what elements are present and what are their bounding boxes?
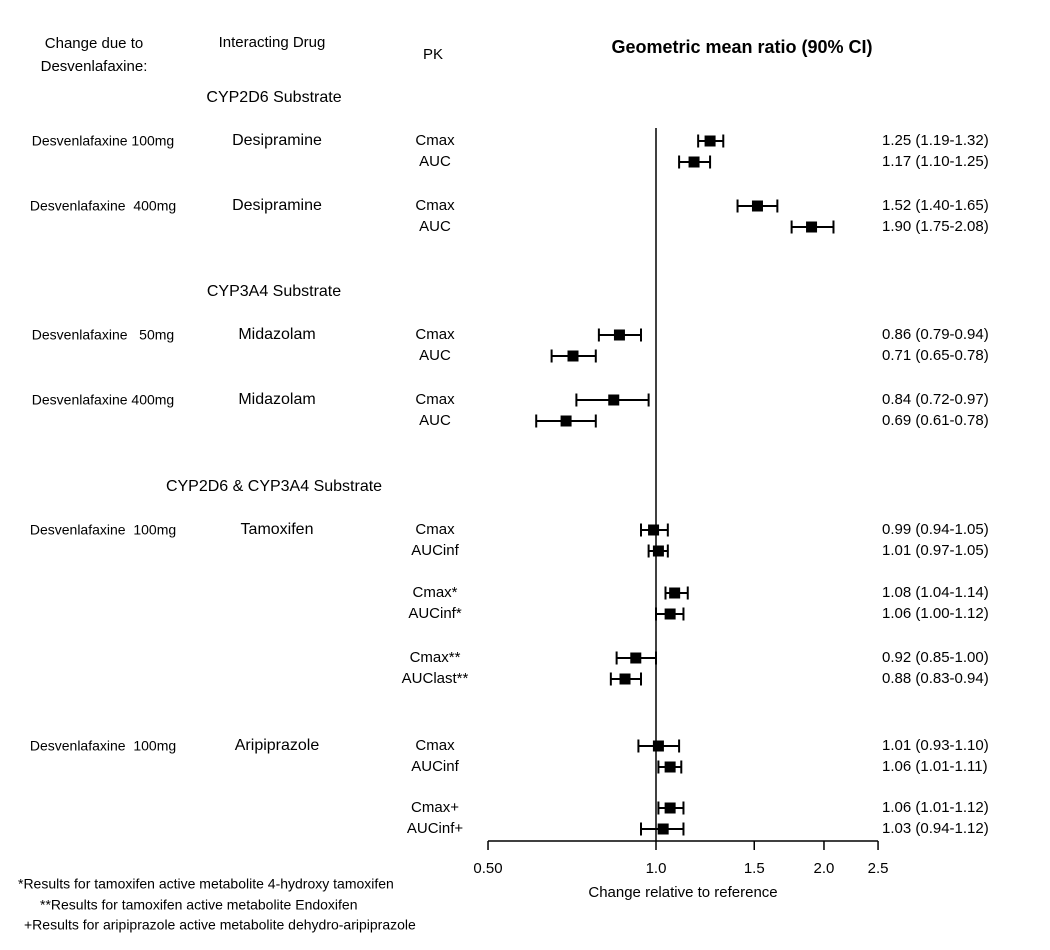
point-estimate-marker [567, 350, 579, 362]
ratio-ci-value: 1.25 (1.19-1.32) [882, 131, 989, 149]
ratio-ci-value: 1.01 (0.97-1.05) [882, 541, 989, 559]
pk-parameter-label: Cmax [415, 390, 455, 408]
point-estimate-marker [648, 524, 660, 536]
x-axis-tick-label: 0.50 [473, 859, 503, 877]
pk-parameter-label: Cmax [415, 736, 455, 754]
pk-parameter-label: AUCinf* [408, 604, 462, 622]
section-heading: CYP2D6 Substrate [206, 89, 342, 107]
interacting-drug-label: Midazolam [238, 391, 316, 409]
pk-parameter-label: AUCinf [411, 757, 459, 775]
x-axis-tick-label: 2.5 [867, 859, 889, 877]
pk-parameter-label: AUC [419, 346, 451, 364]
point-estimate-marker [630, 652, 642, 664]
pk-parameter-label: AUCinf [411, 541, 459, 559]
ratio-ci-value: 0.84 (0.72-0.97) [882, 390, 989, 408]
ratio-ci-value: 1.03 (0.94-1.12) [882, 819, 989, 837]
ratio-ci-value: 0.86 (0.79-0.94) [882, 325, 989, 343]
point-estimate-marker [664, 608, 676, 620]
pk-parameter-label: Cmax* [412, 583, 458, 601]
ratio-ci-value: 1.90 (1.75-2.08) [882, 217, 989, 235]
ratio-ci-value: 0.69 (0.61-0.78) [882, 411, 989, 429]
dose-label: Desvenlafaxine 100mg [31, 132, 175, 149]
interacting-drug-label: Desipramine [232, 197, 322, 215]
ratio-ci-value: 0.88 (0.83-0.94) [882, 669, 989, 687]
pk-parameter-label: Cmax [415, 325, 455, 343]
x-axis-tick-label: 2.0 [813, 859, 835, 877]
point-estimate-marker [664, 802, 676, 814]
section-heading: CYP2D6 & CYP3A4 Substrate [165, 478, 383, 496]
x-axis-tick-label: 1.5 [743, 859, 765, 877]
point-estimate-marker [652, 545, 664, 557]
footnote-3: +Results for aripiprazole active metabol… [24, 916, 416, 933]
point-estimate-marker [704, 135, 716, 147]
point-estimate-marker [806, 221, 818, 233]
pk-parameter-label: AUCinf+ [406, 819, 464, 837]
point-estimate-marker [669, 587, 681, 599]
point-estimate-marker [751, 200, 763, 212]
x-axis-tick-label: 1.0 [645, 859, 667, 877]
interacting-drug-label: Desipramine [232, 132, 322, 150]
ratio-ci-value: 1.06 (1.00-1.12) [882, 604, 989, 622]
interacting-drug-label: Tamoxifen [240, 521, 314, 539]
column-header-interacting-drug: Interacting Drug [218, 33, 326, 51]
footnote-2: **Results for tamoxifen active metabolit… [40, 896, 358, 913]
pk-parameter-label: Cmax [415, 196, 455, 214]
interacting-drug-label: Midazolam [238, 326, 316, 344]
pk-parameter-label: Cmax+ [411, 798, 459, 816]
column-header-change-line2: Desvenlafaxine: [40, 57, 148, 75]
point-estimate-marker [657, 823, 669, 835]
pk-parameter-label: Cmax** [409, 648, 461, 666]
point-estimate-marker [613, 329, 625, 341]
column-header-pk: PK [422, 45, 444, 63]
dose-label: Desvenlafaxine 100mg [29, 737, 177, 754]
ratio-ci-value: 1.01 (0.93-1.10) [882, 736, 989, 754]
ratio-ci-value: 0.92 (0.85-1.00) [882, 648, 989, 666]
point-estimate-marker [560, 415, 572, 427]
ratio-ci-value: 0.71 (0.65-0.78) [882, 346, 989, 364]
ratio-ci-value: 0.99 (0.94-1.05) [882, 520, 989, 538]
section-heading: CYP3A4 Substrate [206, 283, 342, 301]
pk-parameter-label: AUC [419, 217, 451, 235]
footnote-1: *Results for tamoxifen active metabolite… [18, 875, 394, 892]
point-estimate-marker [688, 156, 700, 168]
point-estimate-marker [652, 740, 664, 752]
ratio-ci-value: 1.06 (1.01-1.11) [882, 757, 988, 775]
x-axis-label: Change relative to reference [588, 883, 778, 901]
dose-label: Desvenlafaxine 50mg [31, 326, 175, 343]
pk-parameter-label: Cmax [415, 131, 455, 149]
point-estimate-marker [608, 394, 620, 406]
ratio-ci-value: 1.06 (1.01-1.12) [882, 798, 989, 816]
dose-label: Desvenlafaxine 400mg [29, 197, 177, 214]
pk-parameter-label: Cmax [415, 520, 455, 538]
pk-parameter-label: AUC [419, 152, 451, 170]
ratio-ci-value: 1.08 (1.04-1.14) [882, 583, 989, 601]
point-estimate-marker [619, 673, 631, 685]
interacting-drug-label: Aripiprazole [234, 737, 320, 755]
ratio-ci-value: 1.52 (1.40-1.65) [882, 196, 989, 214]
dose-label: Desvenlafaxine 100mg [29, 521, 177, 538]
column-header-change-line1: Change due to [44, 34, 144, 52]
dose-label: Desvenlafaxine 400mg [31, 391, 175, 408]
chart-title: Geometric mean ratio (90% CI) [611, 37, 873, 58]
ratio-ci-value: 1.17 (1.10-1.25) [882, 152, 989, 170]
pk-parameter-label: AUClast** [401, 669, 469, 687]
pk-parameter-label: AUC [419, 411, 451, 429]
point-estimate-marker [664, 761, 676, 773]
